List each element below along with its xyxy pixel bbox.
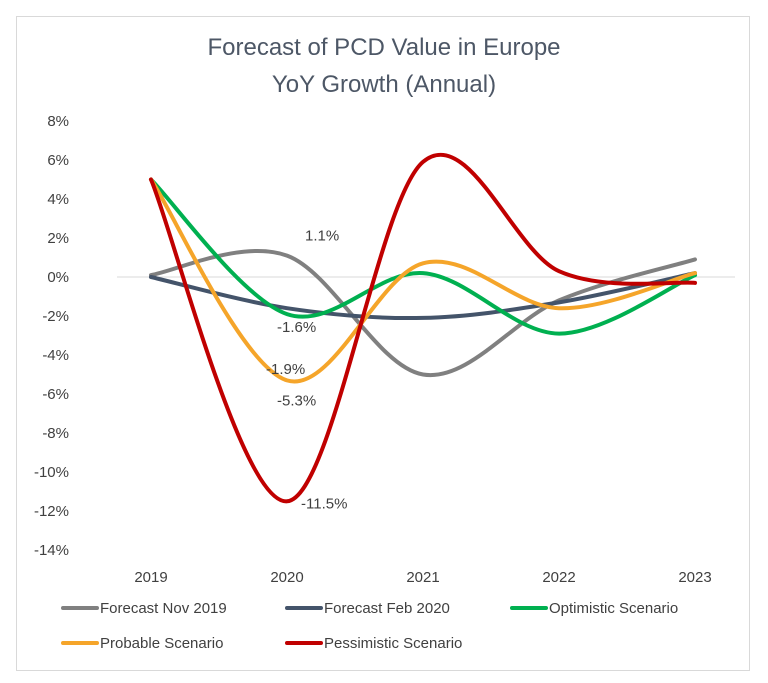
chart-frame: Forecast of PCD Value in Europe YoY Growt…	[16, 16, 750, 671]
y-tick-label: -14%	[34, 542, 69, 559]
chart-title: Forecast of PCD Value in Europe	[207, 34, 560, 61]
series-line-probable-scenario	[149, 177, 697, 384]
x-tick-label: 2019	[134, 569, 167, 586]
y-tick-label: -10%	[34, 464, 69, 481]
series-line-forecast-nov-2019	[149, 249, 697, 378]
x-tick-label: 2020	[270, 569, 303, 586]
y-tick-label: 2%	[47, 230, 69, 247]
x-tick-label: 2021	[406, 569, 439, 586]
y-tick-label: -12%	[34, 503, 69, 520]
x-tick-label: 2023	[678, 569, 711, 586]
x-tick-label: 2022	[542, 569, 575, 586]
y-tick-label: -8%	[42, 425, 69, 442]
legend-label: Probable Scenario	[100, 635, 223, 652]
legend-label: Forecast Feb 2020	[324, 600, 450, 617]
y-tick-label: -4%	[42, 347, 69, 364]
series-line-forecast-feb-2020	[149, 271, 697, 321]
y-tick-label: 4%	[47, 191, 69, 208]
series-line-optimistic-scenario	[149, 177, 697, 336]
chart-subtitle: YoY Growth (Annual)	[272, 71, 496, 98]
y-tick-label: 0%	[47, 269, 69, 286]
data-label: -1.6%	[277, 319, 316, 336]
data-label: 1.1%	[305, 228, 339, 245]
series-line-pessimistic-scenario	[149, 152, 697, 504]
y-tick-label: -6%	[42, 386, 69, 403]
legend-label: Pessimistic Scenario	[324, 635, 462, 652]
line-chart: Forecast of PCD Value in Europe YoY Growt…	[34, 34, 735, 652]
data-label: -11.5%	[301, 495, 347, 512]
data-label: -1.9%	[266, 361, 305, 378]
y-tick-label: 6%	[47, 152, 69, 169]
legend-label: Optimistic Scenario	[549, 600, 678, 617]
y-tick-label: 8%	[47, 113, 69, 130]
data-label: -5.3%	[277, 392, 316, 409]
legend-label: Forecast Nov 2019	[100, 600, 227, 617]
y-tick-label: -2%	[42, 308, 69, 325]
